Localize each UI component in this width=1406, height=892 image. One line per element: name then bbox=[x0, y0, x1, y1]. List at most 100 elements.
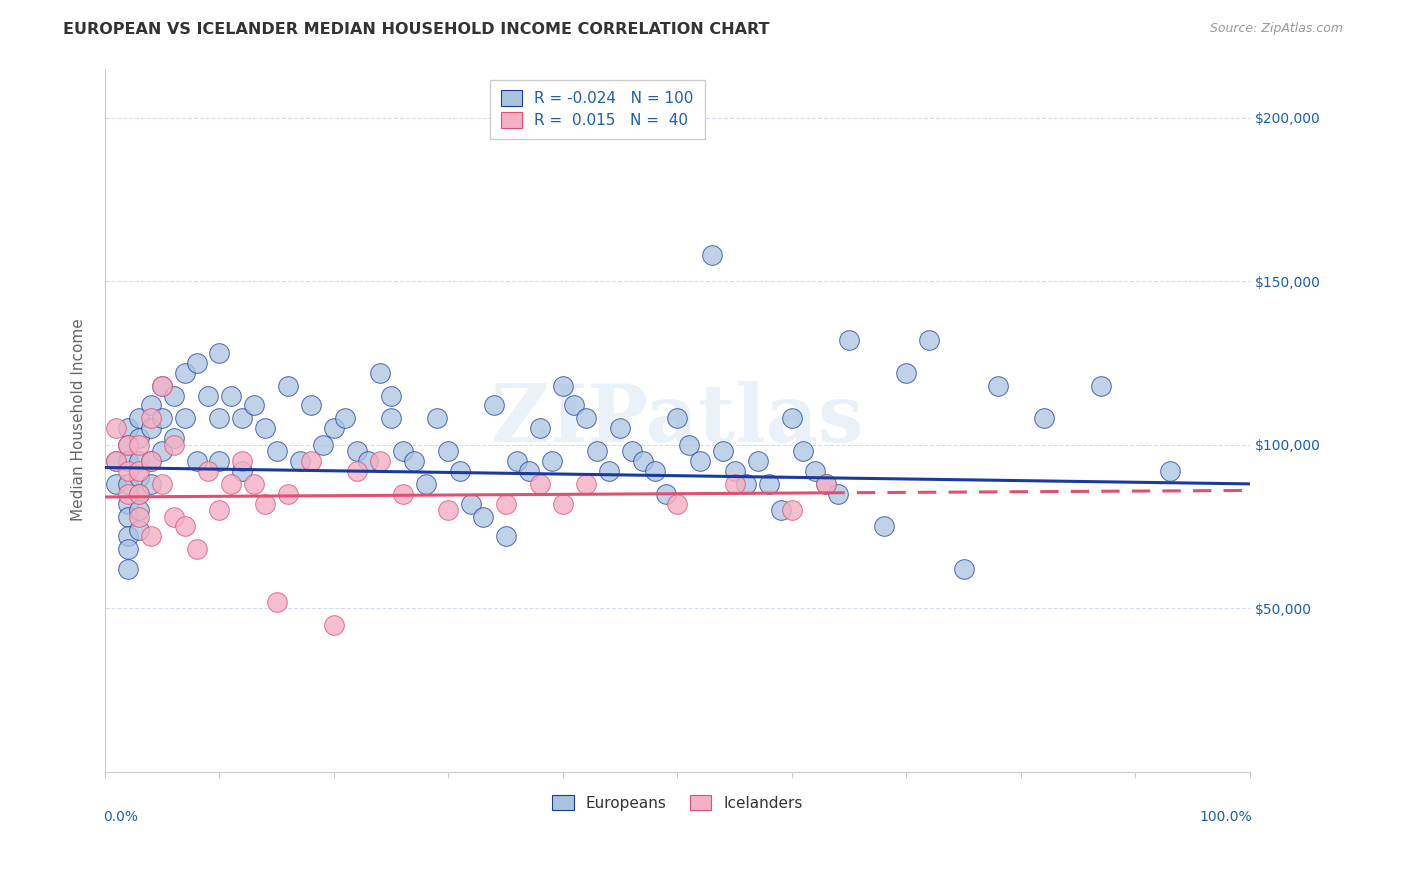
Point bbox=[128, 431, 150, 445]
Point bbox=[815, 476, 838, 491]
Point bbox=[299, 454, 322, 468]
Point bbox=[437, 444, 460, 458]
Point bbox=[128, 503, 150, 517]
Point bbox=[254, 496, 277, 510]
Point bbox=[266, 444, 288, 458]
Point bbox=[117, 464, 139, 478]
Point bbox=[735, 476, 758, 491]
Point bbox=[163, 437, 186, 451]
Point bbox=[827, 486, 849, 500]
Point bbox=[404, 454, 426, 468]
Point bbox=[323, 617, 346, 632]
Point bbox=[197, 464, 219, 478]
Point bbox=[758, 476, 780, 491]
Point bbox=[689, 454, 711, 468]
Point bbox=[139, 476, 162, 491]
Point bbox=[174, 366, 197, 380]
Point bbox=[529, 421, 551, 435]
Point bbox=[117, 476, 139, 491]
Point bbox=[186, 542, 208, 557]
Point bbox=[620, 444, 643, 458]
Point bbox=[219, 388, 242, 402]
Point bbox=[564, 398, 586, 412]
Point bbox=[1159, 464, 1181, 478]
Point bbox=[150, 378, 173, 392]
Point bbox=[838, 333, 860, 347]
Point bbox=[952, 562, 974, 576]
Point bbox=[128, 464, 150, 478]
Point bbox=[346, 444, 368, 458]
Point bbox=[484, 398, 506, 412]
Point bbox=[872, 519, 894, 533]
Point bbox=[711, 444, 734, 458]
Point bbox=[197, 388, 219, 402]
Point bbox=[128, 454, 150, 468]
Point bbox=[254, 421, 277, 435]
Point bbox=[804, 464, 827, 478]
Y-axis label: Median Household Income: Median Household Income bbox=[72, 318, 86, 522]
Point bbox=[506, 454, 529, 468]
Point bbox=[174, 519, 197, 533]
Point bbox=[666, 496, 689, 510]
Point bbox=[117, 437, 139, 451]
Point bbox=[346, 464, 368, 478]
Text: 0.0%: 0.0% bbox=[103, 810, 138, 824]
Point bbox=[644, 464, 666, 478]
Point bbox=[896, 366, 918, 380]
Point bbox=[517, 464, 540, 478]
Point bbox=[186, 356, 208, 370]
Point bbox=[150, 411, 173, 425]
Point bbox=[150, 378, 173, 392]
Point bbox=[163, 388, 186, 402]
Point bbox=[208, 503, 231, 517]
Point bbox=[529, 476, 551, 491]
Point bbox=[105, 476, 128, 491]
Point bbox=[551, 378, 574, 392]
Point bbox=[678, 437, 700, 451]
Point bbox=[117, 496, 139, 510]
Point bbox=[117, 421, 139, 435]
Point bbox=[208, 411, 231, 425]
Point bbox=[368, 366, 391, 380]
Point bbox=[449, 464, 471, 478]
Point bbox=[128, 486, 150, 500]
Point bbox=[780, 411, 803, 425]
Point bbox=[128, 486, 150, 500]
Point bbox=[700, 248, 723, 262]
Point bbox=[139, 398, 162, 412]
Point bbox=[277, 486, 299, 500]
Point bbox=[117, 486, 139, 500]
Point bbox=[139, 454, 162, 468]
Point bbox=[495, 529, 517, 543]
Point bbox=[208, 346, 231, 360]
Point bbox=[150, 476, 173, 491]
Point bbox=[105, 421, 128, 435]
Point bbox=[243, 398, 266, 412]
Point bbox=[219, 476, 242, 491]
Point bbox=[231, 464, 253, 478]
Point bbox=[139, 454, 162, 468]
Text: 100.0%: 100.0% bbox=[1199, 810, 1253, 824]
Point bbox=[815, 476, 838, 491]
Point bbox=[540, 454, 562, 468]
Point bbox=[117, 562, 139, 576]
Point bbox=[655, 486, 678, 500]
Point bbox=[598, 464, 620, 478]
Point bbox=[415, 476, 437, 491]
Point bbox=[117, 509, 139, 524]
Text: EUROPEAN VS ICELANDER MEDIAN HOUSEHOLD INCOME CORRELATION CHART: EUROPEAN VS ICELANDER MEDIAN HOUSEHOLD I… bbox=[63, 22, 769, 37]
Point bbox=[391, 486, 413, 500]
Point bbox=[277, 378, 299, 392]
Point bbox=[769, 503, 792, 517]
Point bbox=[586, 444, 609, 458]
Point bbox=[117, 454, 139, 468]
Point bbox=[150, 444, 173, 458]
Point bbox=[163, 509, 186, 524]
Legend: Europeans, Icelanders: Europeans, Icelanders bbox=[546, 789, 808, 817]
Point bbox=[139, 411, 162, 425]
Point bbox=[139, 421, 162, 435]
Point bbox=[631, 454, 654, 468]
Point bbox=[231, 411, 253, 425]
Point bbox=[1090, 378, 1112, 392]
Point bbox=[208, 454, 231, 468]
